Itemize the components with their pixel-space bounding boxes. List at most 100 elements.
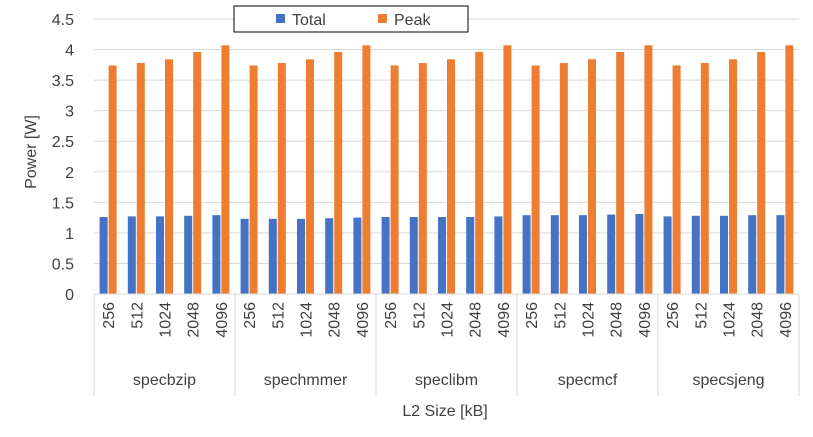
bar-total <box>438 217 446 294</box>
x-axis-categories: 256 512 1024 2048 4096 specbzip 256 512 1024 2048… <box>93 293 800 396</box>
x-group-label: speclibm <box>415 372 478 389</box>
x-group-label: specbzip <box>133 372 196 389</box>
x-subcategory-label: 2048 <box>750 302 767 338</box>
x-subcategory-label: 4096 <box>496 302 513 338</box>
bar-peak <box>193 52 202 294</box>
bar-total <box>522 215 531 294</box>
bar-total <box>550 215 559 294</box>
bar-peak <box>757 52 766 294</box>
x-subcategory-label: 512 <box>693 302 710 329</box>
x-subcategory-label: 256 <box>665 302 682 329</box>
x-subcategory-label: 2048 <box>327 302 344 338</box>
bar-peak <box>418 63 427 294</box>
y-axis-ticks: 0 0.5 1 1.5 2 2.5 3 3.5 4 4.5 <box>52 12 74 304</box>
bar-peak <box>729 59 737 295</box>
bar-total <box>663 216 672 294</box>
y-tick-label: 0 <box>65 287 74 304</box>
bar-peak <box>108 65 117 294</box>
bar-total <box>297 218 305 294</box>
bar-total <box>99 217 108 294</box>
x-subcategory-label: 256 <box>383 302 400 329</box>
bar-total <box>325 218 334 294</box>
bar-peak <box>503 45 512 295</box>
x-subcategory-label: 512 <box>270 302 287 329</box>
bar-total <box>748 215 757 294</box>
bar-peak <box>559 63 568 294</box>
legend-label-total: Total <box>292 12 326 29</box>
bar-peak <box>165 59 173 295</box>
bar-total <box>240 218 249 294</box>
x-subcategory-label: 1024 <box>440 302 457 338</box>
y-tick-label: 3 <box>65 104 74 121</box>
x-subcategory-label: 4096 <box>637 302 654 338</box>
bar-peak <box>700 63 709 294</box>
x-group-label: specsjeng <box>692 372 764 389</box>
x-subcategory-label: 2048 <box>186 302 203 338</box>
y-tick-label: 1.5 <box>52 195 74 212</box>
bar-peak <box>531 65 540 294</box>
x-subcategory-label: 512 <box>552 302 569 329</box>
bar-total <box>212 215 221 294</box>
x-subcategory-label: 256 <box>524 302 541 329</box>
bar-total <box>268 218 277 294</box>
bar-peak <box>362 45 371 295</box>
x-subcategory-label: 2048 <box>468 302 485 338</box>
y-tick-label: 2 <box>65 165 74 182</box>
bar-total <box>466 217 475 294</box>
bar-total <box>579 215 587 294</box>
x-subcategory-label: 512 <box>129 302 146 329</box>
x-subcategory-label: 4096 <box>214 302 231 338</box>
x-subcategory-label: 512 <box>411 302 428 329</box>
x-subcategory-label: 1024 <box>722 302 739 338</box>
x-axis-title: L2 Size [kB] <box>402 403 487 420</box>
bar-peak <box>306 59 314 295</box>
y-axis-title: Power [W] <box>23 115 40 189</box>
y-tick-label: 2.5 <box>52 134 74 151</box>
legend-swatch-total <box>276 14 285 23</box>
bar-total <box>184 215 193 294</box>
y-tick-label: 1 <box>65 226 74 243</box>
bar-total <box>691 215 700 294</box>
bar-peak <box>785 45 794 295</box>
x-subcategory-label: 1024 <box>581 302 598 338</box>
bar-peak <box>447 59 455 295</box>
legend-swatch-peak <box>378 14 387 23</box>
bar-total <box>635 213 644 294</box>
bar-peak <box>616 52 625 294</box>
bar-total <box>353 217 362 294</box>
bar-peak <box>249 65 258 294</box>
y-tick-label: 3.5 <box>52 73 74 90</box>
bar-peak <box>277 63 286 294</box>
bar-peak <box>588 59 596 295</box>
y-tick-label: 4.5 <box>52 12 74 29</box>
bar-total <box>776 215 785 294</box>
bar-peak <box>475 52 484 294</box>
bar-peak <box>644 45 653 295</box>
bar-peak <box>390 65 399 294</box>
bar-peak <box>136 63 145 294</box>
bar-total <box>381 217 390 294</box>
bar-total <box>156 216 164 294</box>
bars <box>99 45 794 295</box>
x-subcategory-label: 1024 <box>158 302 175 338</box>
x-group-label: spechmmer <box>264 372 348 389</box>
x-subcategory-label: 256 <box>242 302 259 329</box>
bar-peak <box>672 65 681 294</box>
y-tick-label: 0.5 <box>52 256 74 273</box>
bar-peak <box>221 45 230 295</box>
x-subcategory-label: 4096 <box>778 302 795 338</box>
y-tick-label: 4 <box>65 43 74 60</box>
x-subcategory-label: 1024 <box>299 302 316 338</box>
x-group-label: specmcf <box>558 372 618 389</box>
bar-total <box>409 217 418 294</box>
legend: Total Peak <box>233 5 469 33</box>
legend-box <box>233 5 469 33</box>
bar-total <box>607 214 616 294</box>
bar-total <box>494 216 503 294</box>
bar-total <box>720 215 728 294</box>
legend-label-peak: Peak <box>394 12 431 29</box>
bar-peak <box>334 52 343 294</box>
bar-total <box>127 216 136 294</box>
x-subcategory-label: 4096 <box>355 302 372 338</box>
